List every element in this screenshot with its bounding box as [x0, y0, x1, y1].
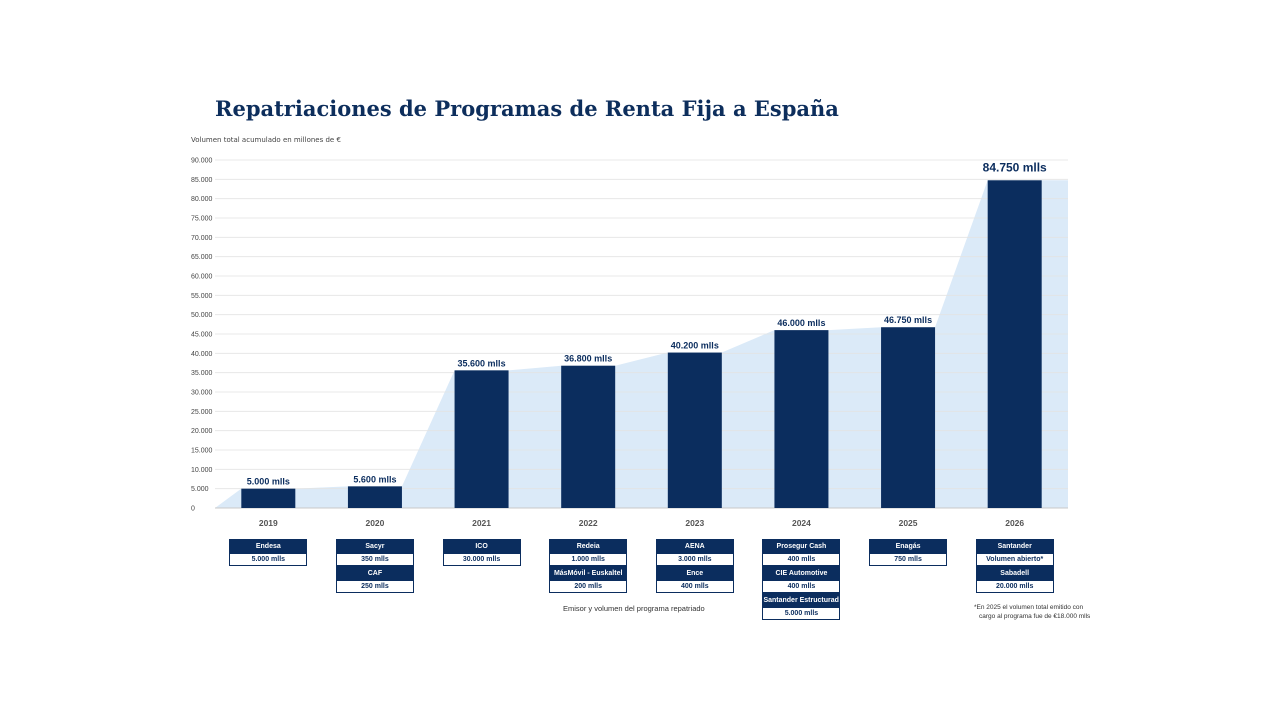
y-tick-label: 50.000 — [191, 312, 213, 319]
data-label: 40.200 mlls — [671, 341, 719, 351]
issuer-volume: 350 mlls — [335, 554, 414, 566]
y-tick-label: 0 — [191, 506, 195, 513]
issuer-name: Santander Estructurados — [762, 593, 841, 608]
issuer-volume: 1.000 mlls — [549, 554, 628, 566]
issuer-box: AENA 3.000 mlls — [655, 539, 734, 566]
bar — [347, 486, 402, 508]
issuer-name: Santander — [975, 539, 1054, 554]
issuer-box: CIE Automotive 400 mlls — [762, 566, 841, 593]
issuer-box: ICO 30.000 mlls — [442, 539, 521, 566]
issuer-volume: 5.000 mlls — [762, 608, 841, 620]
issuer-box: Santander Estructurados 5.000 mlls — [762, 593, 841, 620]
y-axis-label: Volumen total acumulado en millones de € — [191, 136, 341, 144]
issuer-box: Redeia 1.000 mlls — [549, 539, 628, 566]
footnote-line-2: cargo al programa fue de €18.000 mlls — [979, 613, 1091, 620]
data-label: 36.800 mlls — [564, 354, 612, 364]
issuer-name: CAF — [335, 566, 414, 581]
footnote-line-1: *En 2025 el volumen total emitido con — [974, 604, 1084, 611]
issuer-volume: 5.000 mlls — [229, 554, 308, 566]
y-tick-label: 45.000 — [191, 332, 213, 339]
issuer-box: CAF 250 mlls — [335, 566, 414, 593]
issuer-name: Sabadell — [975, 566, 1054, 581]
bar — [561, 365, 616, 508]
y-tick-label: 30.000 — [191, 390, 213, 397]
y-tick-label: 55.000 — [191, 293, 213, 300]
y-tick-label: 20.000 — [191, 428, 213, 435]
issuer-caption: Emisor y volumen del programa repatriado — [563, 604, 705, 613]
y-tick-label: 10.000 — [191, 467, 213, 474]
issuer-box: Sacyr 350 mlls — [335, 539, 414, 566]
y-tick-label: 85.000 — [191, 177, 213, 184]
bar — [667, 352, 722, 508]
y-tick-label: 70.000 — [191, 235, 213, 242]
y-tick-label: 75.000 — [191, 216, 213, 223]
bar — [987, 180, 1042, 509]
issuer-name: Sacyr — [335, 539, 414, 554]
bar — [454, 370, 509, 508]
issuer-box: Santander Volumen abierto* — [975, 539, 1054, 566]
issuer-volume: 200 mlls — [549, 581, 628, 593]
chart-title: Repatriaciones de Programas de Renta Fij… — [215, 96, 839, 121]
footnote: *En 2025 el volumen total emitido con ca… — [974, 603, 1090, 621]
x-tick-label: 2020 — [365, 518, 384, 528]
issuer-box: Prosegur Cash 400 mlls — [762, 539, 841, 566]
issuer-volume: 20.000 mlls — [975, 581, 1054, 593]
y-tick-label: 25.000 — [191, 409, 213, 416]
issuer-name: Endesa — [229, 539, 308, 554]
y-tick-label: 90.000 — [191, 158, 213, 165]
y-tick-label: 35.000 — [191, 370, 213, 377]
issuer-box: Endesa 5.000 mlls — [229, 539, 308, 566]
y-tick-label: 40.000 — [191, 351, 213, 358]
y-tick-label: 65.000 — [191, 254, 213, 261]
y-tick-label: 15.000 — [191, 448, 213, 455]
issuer-volume: 400 mlls — [655, 581, 734, 593]
issuer-name: MásMóvil - Euskaltel — [549, 566, 628, 581]
data-label: 84.750 mlls — [983, 160, 1047, 174]
cumulative-area — [215, 180, 1068, 509]
data-label: 35.600 mlls — [458, 358, 506, 368]
bar — [881, 327, 936, 508]
issuer-name: Redeia — [549, 539, 628, 554]
issuer-name: AENA — [655, 539, 734, 554]
issuer-volume: 400 mlls — [762, 554, 841, 566]
x-tick-label: 2019 — [259, 518, 278, 528]
y-tick-label: 60.000 — [191, 274, 213, 281]
issuer-name: Enagás — [869, 539, 948, 554]
x-tick-label: 2022 — [579, 518, 598, 528]
issuer-name: Prosegur Cash — [762, 539, 841, 554]
issuer-volume: 750 mlls — [869, 554, 948, 566]
data-label: 5.000 mlls — [247, 477, 290, 487]
issuer-name: Ence — [655, 566, 734, 581]
issuer-volume: Volumen abierto* — [975, 554, 1054, 566]
data-label: 46.000 mlls — [777, 318, 825, 328]
y-tick-label: 80.000 — [191, 196, 213, 203]
bar — [774, 330, 829, 508]
issuer-name: ICO — [442, 539, 521, 554]
issuer-name: CIE Automotive — [762, 566, 841, 581]
x-tick-label: 2021 — [472, 518, 491, 528]
data-label: 46.750 mlls — [884, 315, 932, 325]
issuer-box: Ence 400 mlls — [655, 566, 734, 593]
x-tick-label: 2023 — [685, 518, 704, 528]
issuer-volume: 30.000 mlls — [442, 554, 521, 566]
x-tick-label: 2024 — [792, 518, 811, 528]
issuer-volume: 3.000 mlls — [655, 554, 734, 566]
y-tick-label: 5.000 — [191, 486, 209, 493]
x-tick-label: 2026 — [1005, 518, 1024, 528]
issuer-volume: 400 mlls — [762, 581, 841, 593]
issuer-box: Sabadell 20.000 mlls — [975, 566, 1054, 593]
data-label: 5.600 mlls — [353, 474, 396, 484]
bar — [241, 488, 296, 508]
x-tick-label: 2025 — [899, 518, 918, 528]
issuer-volume: 250 mlls — [335, 581, 414, 593]
issuer-box: Enagás 750 mlls — [869, 539, 948, 566]
issuer-box: MásMóvil - Euskaltel 200 mlls — [549, 566, 628, 593]
